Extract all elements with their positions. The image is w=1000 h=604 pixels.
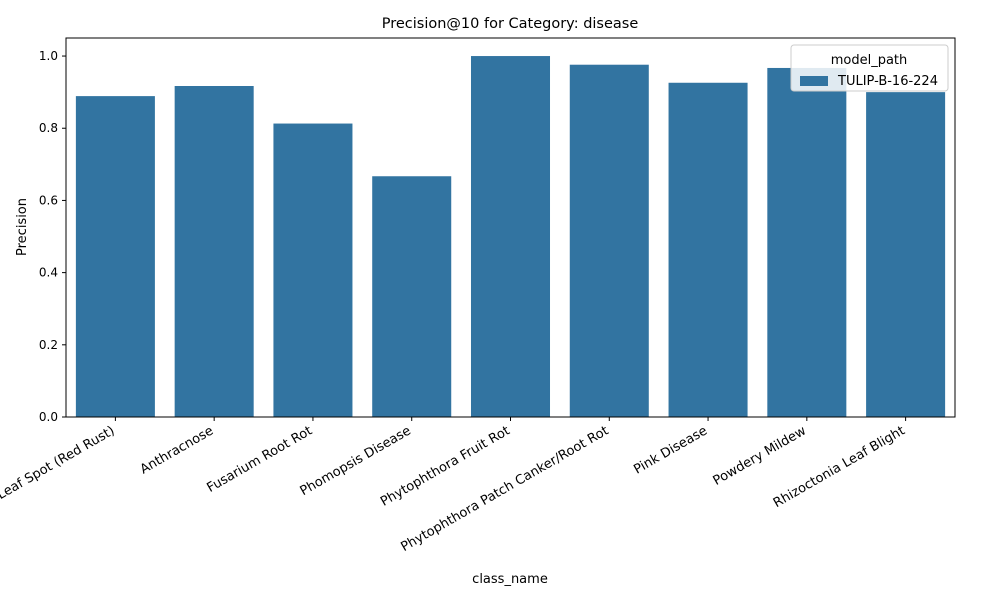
bar xyxy=(866,92,946,418)
bar xyxy=(470,56,551,418)
y-tick-label: 0.0 xyxy=(39,410,58,424)
bars xyxy=(75,56,946,418)
x-tick-label: Anthracnose xyxy=(138,423,216,477)
x-tick-label: Algal Leaf Spot (Red Rust) xyxy=(0,423,117,521)
bar xyxy=(569,64,649,417)
x-tick-label: Phytophthora Patch Canker/Root Rot xyxy=(398,423,611,555)
legend-swatch xyxy=(800,76,828,86)
bar xyxy=(75,96,155,417)
y-tick-label: 0.6 xyxy=(39,193,58,207)
y-axis-label: Precision xyxy=(15,198,30,256)
x-tick-label: Powdery Mildew xyxy=(711,423,809,489)
bar xyxy=(372,176,452,417)
x-tick-label: Pink Disease xyxy=(631,423,710,477)
bar xyxy=(767,67,847,417)
chart-title: Precision@10 for Category: disease xyxy=(382,16,639,32)
y-tick-label: 1.0 xyxy=(39,49,58,63)
y-tick-label: 0.8 xyxy=(39,121,58,135)
y-tick-label: 0.2 xyxy=(39,338,58,352)
x-axis: Algal Leaf Spot (Red Rust)AnthracnoseFus… xyxy=(0,417,908,555)
plot-frame xyxy=(65,37,956,418)
bar xyxy=(273,123,353,417)
legend: model_path TULIP-B-16-224 xyxy=(790,44,949,92)
x-axis-label: class_name xyxy=(472,572,548,587)
y-axis: 0.0 0.2 0.4 0.6 0.8 1.0 xyxy=(39,49,66,424)
bar xyxy=(174,86,254,418)
legend-series-label: TULIP-B-16-224 xyxy=(837,74,938,89)
legend-title: model_path xyxy=(831,53,908,68)
y-tick-label: 0.4 xyxy=(39,266,58,280)
legend-box xyxy=(790,44,949,92)
bar xyxy=(668,82,748,418)
